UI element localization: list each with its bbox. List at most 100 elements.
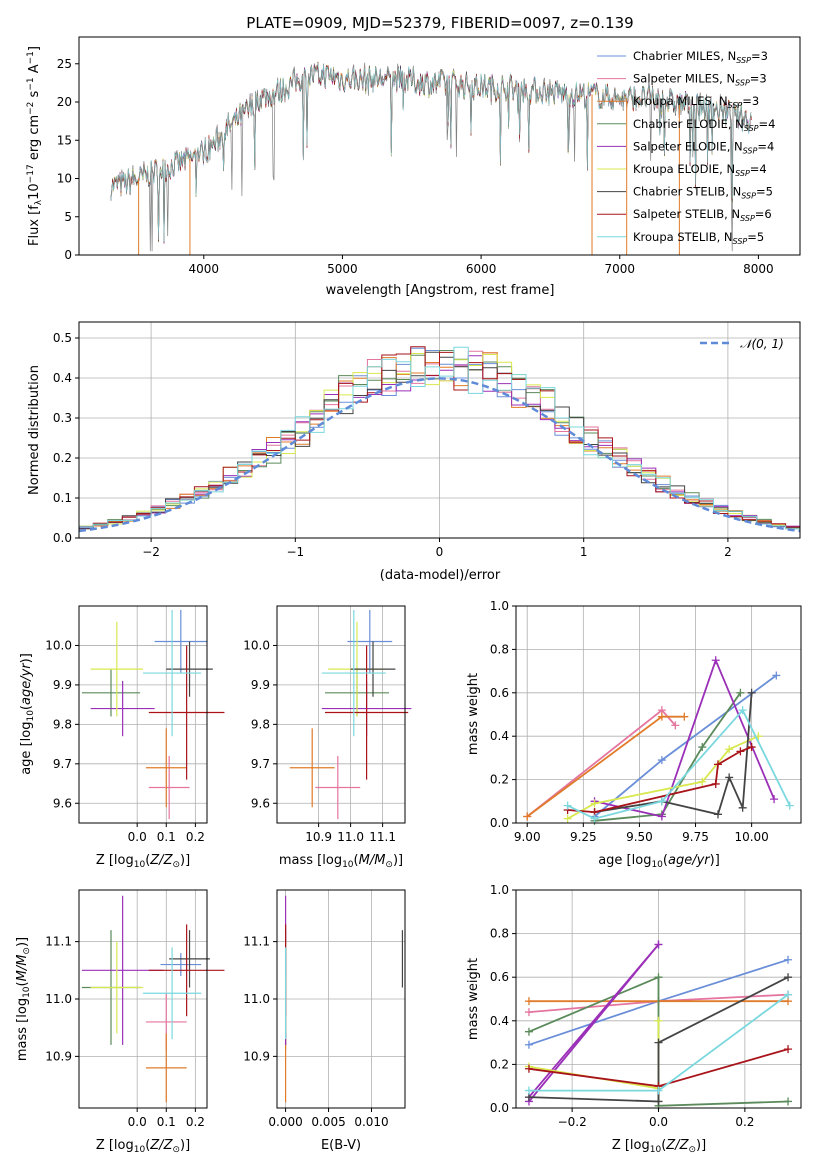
weight-point-marker <box>654 1086 663 1095</box>
age-mass-axes-frame <box>276 605 406 824</box>
y-tick-label: 0.4 <box>490 729 509 743</box>
y-tick-label: 10.9 <box>243 1049 270 1063</box>
y-tick-label: 0.4 <box>53 371 72 385</box>
weight-point-marker <box>671 721 680 730</box>
weight-point-marker <box>654 1038 663 1047</box>
x-tick-label: 9.75 <box>682 830 709 844</box>
weight-point-marker <box>772 671 781 680</box>
weight-series-line <box>528 976 789 1103</box>
weight-point-marker <box>711 779 720 788</box>
weight-point-marker <box>657 812 666 821</box>
weight-point-marker <box>524 1086 533 1095</box>
weight-point-marker <box>711 656 720 665</box>
x-tick-label: 0 <box>436 545 444 559</box>
y-tick-label: 0.8 <box>490 642 509 656</box>
x-tick-label: 6000 <box>466 262 497 276</box>
y-tick-label: 9.6 <box>251 796 270 810</box>
age-z-ylabel: age [log10(age/yr)] <box>19 653 36 775</box>
weight-vs-age-panel: 9.00 9.25 9.50 9.75 10.000.00.20.40.60.81.0 … <box>466 599 802 870</box>
weight-point-marker <box>563 814 572 823</box>
y-tick-label: 0.0 <box>490 1101 509 1115</box>
gaussian-curve <box>78 377 801 533</box>
histogram-step-line <box>79 346 800 530</box>
histogram-xlabel: (data-model)/error <box>380 568 501 583</box>
legend-label: Chabrier MILES, NSSP=3 <box>633 49 768 65</box>
y-tick-label: 11.0 <box>243 992 270 1006</box>
y-tick-label: 0.5 <box>53 331 72 345</box>
y-tick-label: 9.6 <box>53 796 72 810</box>
x-tick-label: 4000 <box>189 262 220 276</box>
weight-point-marker <box>524 1027 533 1036</box>
x-tick-label: −1 <box>286 545 304 559</box>
y-tick-label: 0.2 <box>53 451 72 465</box>
y-tick-label: 0.6 <box>490 970 509 984</box>
mass-ebv-xlabel: E(B-V) <box>321 1138 361 1153</box>
y-tick-label: 0.8 <box>490 927 509 941</box>
weight-point-marker <box>680 712 689 721</box>
y-tick-label: 0.3 <box>53 411 72 425</box>
weight-point-marker <box>725 745 734 754</box>
residual-histogram-panel: −2 −1 0 1 2 0.0 0.1 0.2 0.3 0.4 0.5 (data-model)/e… <box>27 321 801 583</box>
y-tick-label: 0.0 <box>490 816 509 830</box>
x-tick-label: 0.005 <box>311 1115 345 1129</box>
x-tick-label: −0.2 <box>558 1115 587 1129</box>
histogram-step-line <box>79 353 800 528</box>
weight-series-line <box>567 746 752 814</box>
weight-point-marker <box>590 799 599 808</box>
legend-label: Kroupa ELODIE, NSSP=4 <box>633 162 767 178</box>
legend-label: Kroupa STELIB, NSSP=5 <box>633 230 764 246</box>
x-tick-label: 0.2 <box>186 830 205 844</box>
weight-point-marker <box>713 760 722 769</box>
y-tick-label: 9.8 <box>53 717 72 731</box>
weight-series-line <box>594 692 742 822</box>
x-tick-label: 1 <box>580 545 588 559</box>
y-tick-label: 9.7 <box>251 757 270 771</box>
legend-label: Chabrier STELIB, NSSP=5 <box>633 185 773 201</box>
y-tick-label: 10 <box>57 172 72 186</box>
x-tick-label: 0.0 <box>128 830 147 844</box>
weight-z-xlabel: Z [log10(Z/Z⊙)] <box>612 1138 706 1155</box>
x-tick-label: 0.1 <box>157 830 176 844</box>
weight-point-marker <box>725 773 734 782</box>
y-tick-label: 0.4 <box>490 1014 509 1028</box>
y-tick-label: 10.0 <box>45 638 72 652</box>
x-tick-label: 0.0 <box>128 1115 147 1129</box>
y-tick-label: 9.7 <box>53 757 72 771</box>
y-tick-label: 11.1 <box>243 935 270 949</box>
spectrum-ylabel: Flux [fλ10−17 erg cm−2 s−1 A−1] <box>26 46 44 246</box>
y-tick-label: 0 <box>64 248 72 262</box>
y-tick-label: 1.0 <box>490 883 509 897</box>
weight-point-marker <box>738 706 747 715</box>
weight-point-marker <box>657 712 666 721</box>
y-tick-label: 0.1 <box>53 491 72 505</box>
weight-point-marker <box>747 743 756 752</box>
weight-vs-metallicity-panel: −0.2 0.0 0.2 0.0 0.2 0.4 0.6 0.8 1.0 Z [log10(Z/… <box>466 883 802 1155</box>
weight-age-xlabel: age [log10(age/yr)] <box>598 853 720 870</box>
x-tick-label: −2 <box>142 545 160 559</box>
y-tick-label: 0.0 <box>53 531 72 545</box>
weight-point-marker <box>590 814 599 823</box>
spectrum-axes-frame <box>78 36 801 256</box>
weight-point-marker <box>713 810 722 819</box>
y-tick-label: 11.0 <box>45 992 72 1006</box>
x-tick-label: 0.010 <box>354 1115 388 1129</box>
y-tick-label: 10.9 <box>45 1049 72 1063</box>
gaussian-legend-label: 𝒩(0, 1) <box>740 337 784 351</box>
age-vs-metallicity-panel: 0.0 0.1 0.2 9.6 9.7 9.8 9.9 10.0 Z [log10(Z/Z⊙)… <box>19 605 225 870</box>
y-tick-label: 20 <box>57 95 72 109</box>
x-tick-label: 5000 <box>327 262 358 276</box>
weight-point-marker <box>524 1008 533 1017</box>
weight-point-marker <box>747 688 756 697</box>
weight-point-marker <box>657 756 666 765</box>
age-vs-mass-panel: 10.9 11.0 11.1 9.6 9.7 9.8 9.9 10.0 mass [log10… <box>243 605 412 870</box>
y-tick-label: 10.0 <box>243 638 270 652</box>
weight-point-marker <box>784 973 793 982</box>
weight-point-marker <box>657 797 666 806</box>
weight-series-line <box>594 692 753 816</box>
weight-point-marker <box>736 747 745 756</box>
weight-age-ylabel: mass weight <box>466 673 481 755</box>
weight-point-marker <box>654 940 663 949</box>
spectrum-title: PLATE=0909, MJD=52379, FIBERID=0097, z=0… <box>246 14 633 32</box>
mass-vs-metallicity-panel: 0.0 0.1 0.2 10.9 11.0 11.1 Z [log10(Z/Z⊙)] ma… <box>15 889 225 1155</box>
x-tick-label: 9.50 <box>626 830 653 844</box>
